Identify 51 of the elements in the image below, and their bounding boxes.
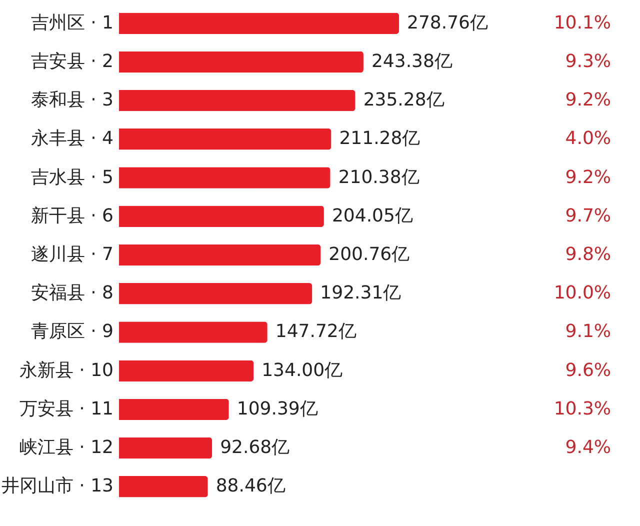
data-label: 92.68亿 — [220, 437, 290, 458]
bar — [119, 12, 399, 34]
bar — [119, 360, 254, 382]
y-tick-label: 吉州区 · 1 — [30, 12, 114, 34]
text: 9.8% — [565, 244, 611, 265]
y-tick-label: 峡江县 · 12 — [19, 437, 114, 458]
text: 9.6% — [565, 360, 611, 381]
text: 9.1% — [565, 321, 611, 342]
bar — [119, 476, 208, 498]
data-label: 211.28亿 — [339, 128, 420, 150]
bar — [119, 244, 321, 266]
bar — [119, 282, 312, 304]
data-label: 210.38亿 — [338, 166, 420, 188]
data-label: 109.39亿 — [236, 398, 318, 420]
bar — [119, 128, 332, 150]
bar — [119, 322, 268, 343]
text: 9.2% — [565, 166, 611, 188]
y-tick-label: 吉水县 · 5 — [30, 166, 114, 188]
data-label: 147.72亿 — [275, 321, 356, 342]
text: 10.3% — [554, 398, 611, 420]
text: 9.2% — [565, 90, 611, 111]
text: 10.0% — [554, 282, 611, 304]
y-tick-label: 泰和县 · 3 — [30, 90, 114, 111]
y-tick-label: 青原区 · 9 — [30, 321, 114, 342]
text: 9.7% — [565, 205, 611, 226]
text: 4.0% — [565, 128, 611, 150]
bar — [119, 206, 324, 228]
y-tick-label: 遂川县 · 7 — [30, 244, 114, 265]
y-tick-label: 安福县 · 8 — [30, 282, 114, 304]
text: 9.3% — [565, 50, 611, 72]
y-tick-label: 万安县 · 11 — [19, 398, 114, 420]
data-label: 192.31亿 — [320, 282, 402, 304]
y-tick-label: 吉安县 · 2 — [30, 50, 114, 72]
data-label: 200.76亿 — [328, 244, 410, 265]
data-label: 235.28亿 — [363, 90, 444, 111]
y-tick-label: 永丰县 · 4 — [30, 128, 114, 150]
y-tick-label: 新干县 · 6 — [30, 205, 114, 226]
y-tick-label: 永新县 · 10 — [19, 360, 114, 381]
bar — [119, 90, 356, 112]
data-label: 88.46亿 — [216, 476, 286, 497]
bar — [119, 167, 330, 188]
text: 10.1% — [554, 12, 611, 34]
data-label: 243.38亿 — [371, 50, 452, 72]
data-label: 134.00亿 — [262, 360, 343, 381]
data-label: 278.76亿 — [407, 12, 488, 34]
text: 9.4% — [565, 437, 611, 458]
data-label: 204.05亿 — [332, 205, 413, 226]
bar — [119, 437, 212, 459]
y-tick-label: 井冈山市 · 13 — [1, 476, 114, 497]
bar — [119, 51, 364, 73]
bar — [119, 398, 229, 420]
